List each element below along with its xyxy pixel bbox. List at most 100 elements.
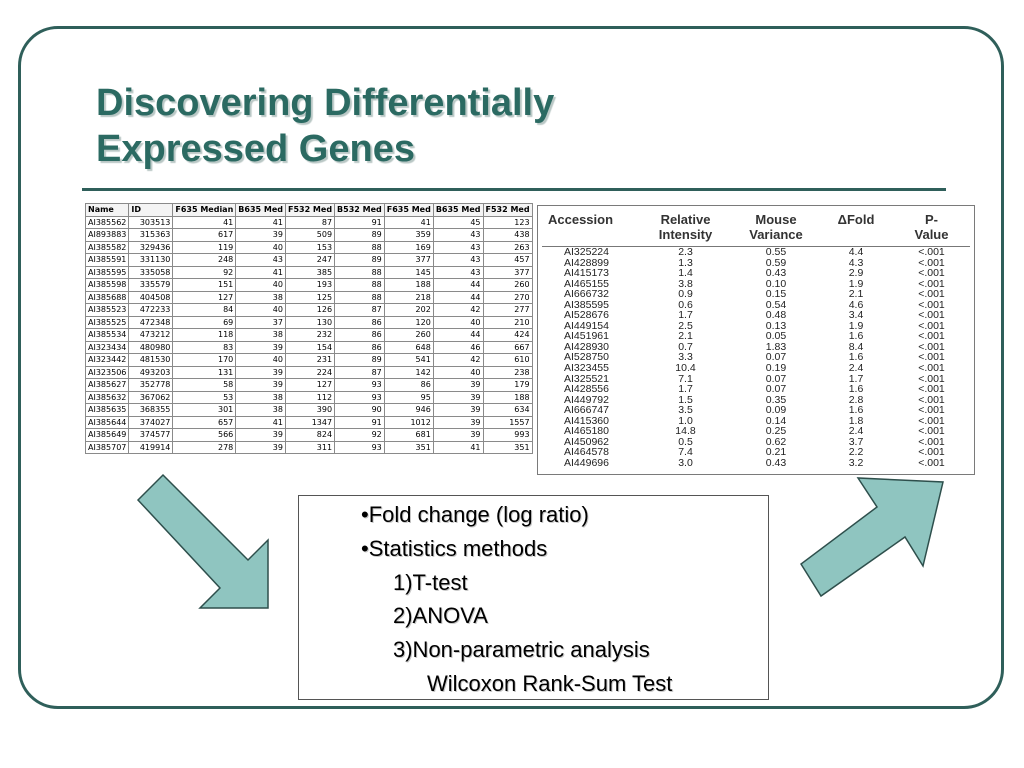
fold-table-cell: AI528676 <box>564 309 609 322</box>
left-table-cell: 86 <box>334 328 385 342</box>
left-table-cell: 38 <box>235 290 286 304</box>
left-table-header: ID <box>128 203 174 217</box>
left-table-cell: 248 <box>172 253 237 267</box>
left-table-cell: 46 <box>432 340 484 354</box>
left-table-cell: 42 <box>432 303 484 317</box>
left-table-cell: AI323442 <box>84 353 130 367</box>
arrow-up-right-icon <box>799 477 944 598</box>
fold-table-cell: <.001 <box>918 414 945 427</box>
left-table-cell: 493203 <box>128 365 174 379</box>
fold-table-cell: 3.0 <box>678 456 693 469</box>
left-table-cell: 681 <box>383 428 434 442</box>
fold-table-cell: 1.7 <box>848 372 864 385</box>
left-table-cell: AI385595 <box>84 265 130 279</box>
left-table-row: AI385525 472348 69 37 130 86 120 40 210 <box>84 315 533 329</box>
left-table-cell: 118 <box>172 328 237 342</box>
fold-table-row: AI666747 3.5 0.09 1.6 <.001 <box>542 405 970 416</box>
left-table-cell: 260 <box>482 278 533 292</box>
fold-table-cell: 2.8 <box>848 393 864 406</box>
fold-table-cell: <.001 <box>918 340 945 353</box>
fold-table-row: AI325224 2.3 0.55 4.4 <.001 <box>542 247 970 258</box>
left-table-cell: 88 <box>334 265 385 279</box>
fold-table-cell: AI666747 <box>564 404 609 417</box>
fold-table-cell: <.001 <box>918 456 945 469</box>
left-table-cell: 193 <box>284 278 336 292</box>
left-table-cell: 438 <box>482 228 533 242</box>
fold-table-row: AI415173 1.4 0.43 2.9 <.001 <box>542 268 970 279</box>
left-table-cell: 541 <box>383 353 434 367</box>
left-table-cell: 39 <box>235 340 286 354</box>
fold-table-cell: 2.5 <box>678 319 693 332</box>
fold-table-cell: 0.07 <box>765 383 787 396</box>
left-table-cell: 40 <box>432 365 484 379</box>
left-table-cell: AI385627 <box>84 378 130 392</box>
fold-table-row: AI450962 0.5 0.62 3.7 <.001 <box>542 437 970 448</box>
left-table-cell: 331130 <box>128 253 174 267</box>
left-table-cell: 86 <box>334 340 385 354</box>
fold-table-row: AI464578 7.4 0.21 2.2 <.001 <box>542 447 970 458</box>
left-table-cell: AI385598 <box>84 278 130 292</box>
left-table-cell: AI385534 <box>84 328 130 342</box>
fold-table-cell: 0.5 <box>678 435 693 448</box>
left-table-cell: 404508 <box>128 290 174 304</box>
fold-table-cell: 0.55 <box>765 246 787 258</box>
fold-table-cell: 0.35 <box>765 393 787 406</box>
fold-table-cell: 2.1 <box>678 330 693 343</box>
header-p-value: P- Value <box>893 210 970 247</box>
left-table-cell: 40 <box>432 315 484 329</box>
left-table-cell: 93 <box>334 390 385 404</box>
left-table-cell: 224 <box>284 365 336 379</box>
fold-table-cell: 1.6 <box>848 351 864 364</box>
title-line-2: Expressed Genes <box>96 128 415 170</box>
left-table-cell: AI893883 <box>84 228 130 242</box>
fold-table-cell: AI428899 <box>564 256 609 269</box>
left-table-cell: 39 <box>235 378 286 392</box>
fold-table-cell: 7.1 <box>678 372 693 385</box>
left-table-row: AI385534 473212 118 38 232 86 260 44 424 <box>84 328 533 342</box>
left-table-cell: AI385688 <box>84 290 130 304</box>
left-table-cell: 58 <box>172 378 237 392</box>
left-table-row: AI385591 331130 248 43 247 89 377 43 457 <box>84 253 533 267</box>
fold-change-table-panel: Accession Relative Intensity Mouse Varianc… <box>537 205 975 475</box>
left-table-row: AI323434 480980 83 39 154 86 648 46 667 <box>84 340 533 354</box>
left-table-row: AI323506 493203 131 39 224 87 142 40 238 <box>84 365 533 379</box>
fold-table-cell: <.001 <box>918 267 945 280</box>
title-divider <box>82 188 946 191</box>
left-table-cell: 824 <box>284 428 336 442</box>
left-table-cell: 44 <box>432 278 484 292</box>
left-table-row: AI893883 315363 617 39 509 89 359 43 438 <box>84 228 533 242</box>
left-table-cell: 95 <box>383 390 434 404</box>
fold-table-cell: 0.43 <box>765 267 787 280</box>
fold-table-cell: 0.48 <box>765 309 787 322</box>
left-table-cell: 1012 <box>383 415 434 429</box>
fold-table-cell: AI325521 <box>564 372 609 385</box>
left-table-cell: 39 <box>235 228 286 242</box>
fold-table-cell: 2.4 <box>848 425 864 438</box>
fold-table-row: AI528750 3.3 0.07 1.6 <.001 <box>542 352 970 363</box>
fold-table-cell: 0.6 <box>678 298 693 311</box>
left-table-cell: 667 <box>482 340 533 354</box>
left-table-cell: 127 <box>284 378 336 392</box>
fold-table-cell: 14.8 <box>675 425 696 438</box>
left-table-cell: 472348 <box>128 315 174 329</box>
left-table-cell: 419914 <box>128 440 174 454</box>
left-table-cell: 260 <box>383 328 434 342</box>
left-table-cell: 359 <box>383 228 434 242</box>
bullet-statistics-methods: •Statistics methods <box>361 536 548 561</box>
left-table-row: AI385562 303513 41 41 87 91 41 45 123 <box>84 215 533 229</box>
left-table-cell: 566 <box>172 428 237 442</box>
fold-table-cell: 1.5 <box>678 393 693 406</box>
fold-table-row: AI428556 1.7 0.07 1.6 <.001 <box>542 384 970 395</box>
left-table-cell: 88 <box>334 240 385 254</box>
fold-table-cell: <.001 <box>918 404 945 417</box>
method-t-test: 1)T-test <box>393 570 468 595</box>
left-table-cell: 87 <box>284 215 336 229</box>
left-table-cell: 123 <box>482 215 533 229</box>
left-table-cell: 120 <box>383 315 434 329</box>
fold-table-cell: AI385595 <box>564 298 609 311</box>
left-table-cell: 41 <box>383 215 434 229</box>
fold-table-cell: <.001 <box>918 256 945 269</box>
left-table-cell: 40 <box>235 278 286 292</box>
left-table-cell: 38 <box>235 403 286 417</box>
left-table-cell: 169 <box>383 240 434 254</box>
